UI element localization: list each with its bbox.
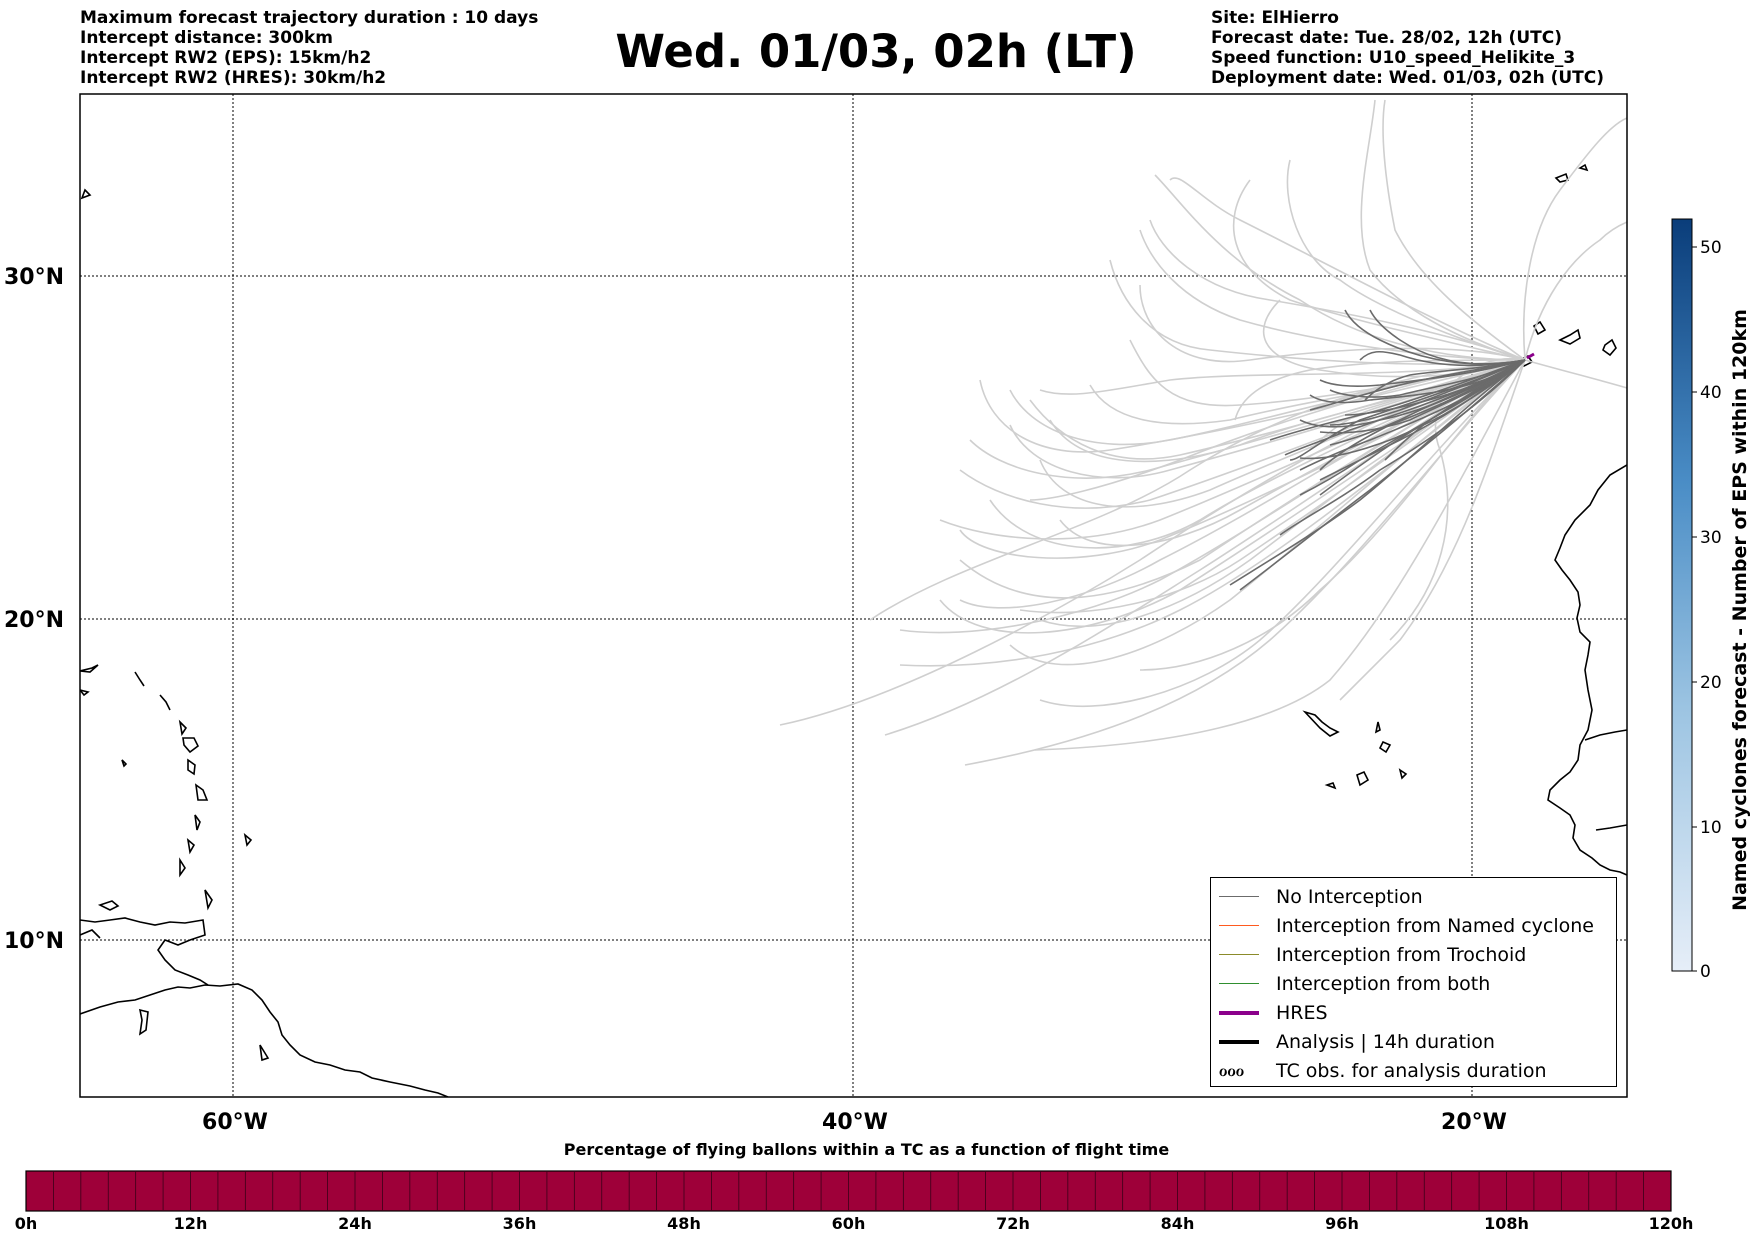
map-frame — [79, 93, 1628, 1098]
hour-label: 48h — [667, 1214, 701, 1233]
hour-label: 60h — [831, 1214, 866, 1233]
flight-time-bar-ticks — [53, 1171, 1644, 1211]
cyclone-symbols-icon: ℴℴℴ — [1219, 1060, 1245, 1081]
legend-label: No Interception — [1276, 885, 1423, 908]
cyclone-colorbar — [1671, 218, 1693, 972]
colorbar-ticks — [1692, 246, 1697, 972]
hour-label: 24h — [338, 1214, 372, 1233]
header-line: Maximum forecast trajectory duration : 1… — [80, 8, 539, 28]
hour-label: 0h — [14, 1214, 38, 1233]
legend-item-tc-obs: ℴℴℴ TC obs. for analysis duration — [1219, 1056, 1616, 1085]
legend-label: Interception from Named cyclone — [1276, 914, 1594, 937]
coastline-south-america — [80, 188, 449, 1097]
page-title: Wed. 01/03, 02h (LT) — [615, 25, 1137, 78]
lon-label-20w: 20°W — [1441, 1110, 1507, 1135]
hour-label: 36h — [502, 1214, 537, 1233]
eps-trajectories — [1229, 309, 1526, 591]
legend-item-hres: HRES — [1219, 998, 1616, 1027]
legend-item-analysis: Analysis | 14h duration — [1219, 1027, 1616, 1056]
header-line: Speed function: U10_speed_Helikite_3 — [1211, 48, 1576, 68]
legend-label: Analysis | 14h duration — [1276, 1030, 1495, 1053]
line-thick-black-icon — [1219, 1035, 1259, 1049]
lon-label-60w: 60°W — [202, 1110, 268, 1135]
header-line: Intercept distance: 300km — [80, 28, 333, 48]
header-line: Site: ElHierro — [1211, 8, 1339, 28]
header-info-left: Maximum forecast trajectory duration : 1… — [80, 8, 538, 88]
line-thin-olive-icon — [1219, 948, 1259, 962]
hres-trajectory — [1526, 352, 1535, 360]
hour-label: 108h — [1484, 1214, 1529, 1233]
colorbar-label: Named cyclones forecast - Number of EPS … — [1729, 309, 1751, 911]
lon-label-40w: 40°W — [822, 1110, 888, 1135]
hour-label: 96h — [1325, 1214, 1359, 1233]
flight-time-bar-title: Percentage of flying ballons within a TC… — [563, 1140, 1170, 1159]
legend-item-trochoid: Interception from Trochoid — [1219, 940, 1616, 969]
colorbar-tick-20: 20 — [1700, 673, 1722, 693]
legend-item-named-cyclone: Interception from Named cyclone — [1219, 911, 1616, 940]
legend-label: TC obs. for analysis duration — [1276, 1059, 1547, 1082]
legend-label: HRES — [1276, 1001, 1328, 1024]
hour-label: 12h — [173, 1214, 208, 1233]
lat-label-20n: 20°N — [4, 608, 64, 633]
lat-label-30n: 30°N — [4, 265, 64, 290]
legend-label: Interception from both — [1276, 972, 1491, 995]
colorbar-tick-10: 10 — [1700, 818, 1722, 838]
colorbar-tick-30: 30 — [1700, 528, 1722, 548]
colorbar-tick-0: 0 — [1700, 962, 1711, 982]
hour-label: 84h — [1160, 1214, 1195, 1233]
header-line: Intercept RW2 (HRES): 30km/h2 — [80, 68, 387, 88]
line-thin-gray-icon — [1219, 890, 1259, 904]
hour-label: 120h — [1648, 1214, 1694, 1233]
header-info-right: Site: ElHierro Forecast date: Tue. 28/02… — [1211, 8, 1604, 88]
map-legend: No Interception Interception from Named … — [1210, 877, 1617, 1087]
lat-label-10n: 10°N — [4, 929, 64, 954]
gridlines — [80, 94, 1627, 1097]
header-line: Forecast date: Tue. 28/02, 12h (UTC) — [1211, 28, 1562, 48]
colorbar-tick-50: 50 — [1700, 238, 1722, 258]
legend-item-no-interception: No Interception — [1219, 882, 1616, 911]
colorbar-tick-labels: 50 40 30 20 10 0 — [1700, 238, 1722, 982]
line-thin-green-icon — [1219, 977, 1259, 991]
colorbar-tick-40: 40 — [1700, 383, 1722, 403]
hour-label: 72h — [996, 1214, 1030, 1233]
header-line: Deployment date: Wed. 01/03, 02h (UTC) — [1211, 68, 1605, 88]
legend-label: Interception from Trochoid — [1276, 943, 1527, 966]
line-thick-purple-icon — [1219, 1006, 1259, 1020]
legend-item-both: Interception from both — [1219, 969, 1616, 998]
header-line: Intercept RW2 (EPS): 15km/h2 — [80, 48, 372, 68]
line-thin-orange-icon — [1219, 919, 1259, 933]
